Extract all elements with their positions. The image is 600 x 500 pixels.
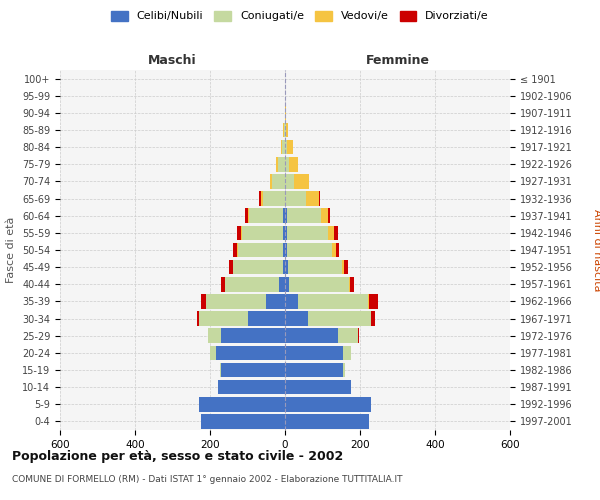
Bar <box>241 226 242 240</box>
Bar <box>343 260 344 274</box>
Bar <box>208 328 221 343</box>
Bar <box>285 414 370 428</box>
Bar <box>229 260 233 274</box>
Bar <box>221 362 285 378</box>
Bar <box>285 380 350 394</box>
Bar <box>281 140 282 154</box>
Bar <box>283 242 285 258</box>
Bar <box>285 192 305 206</box>
Text: COMUNE DI FORMELLO (RM) - Dati ISTAT 1° gennaio 2002 - Elaborazione TUTTITALIA.I: COMUNE DI FORMELLO (RM) - Dati ISTAT 1° … <box>12 475 403 484</box>
Bar <box>343 362 345 378</box>
Bar <box>298 294 367 308</box>
Bar <box>289 157 298 172</box>
Legend: Celibi/Nubili, Coniugati/e, Vedovi/e, Divorziati/e: Celibi/Nubili, Coniugati/e, Vedovi/e, Di… <box>111 10 489 22</box>
Bar <box>200 414 285 428</box>
Bar <box>285 122 286 138</box>
Bar <box>215 346 285 360</box>
Bar <box>245 208 248 223</box>
Bar <box>285 346 343 360</box>
Bar <box>285 294 298 308</box>
Bar <box>197 312 199 326</box>
Bar <box>285 260 288 274</box>
Bar <box>287 226 328 240</box>
Y-axis label: Fasce di età: Fasce di età <box>7 217 16 283</box>
Y-axis label: Anni di nascita: Anni di nascita <box>592 209 600 291</box>
Bar <box>350 277 353 291</box>
Bar <box>287 140 293 154</box>
Bar <box>334 226 337 240</box>
Bar <box>285 277 289 291</box>
Bar <box>289 277 349 291</box>
Bar <box>285 312 308 326</box>
Bar <box>238 242 283 258</box>
Bar <box>200 294 206 308</box>
Bar <box>328 226 334 240</box>
Bar <box>259 192 260 206</box>
Bar <box>282 140 285 154</box>
Bar <box>285 328 337 343</box>
Bar <box>287 242 332 258</box>
Text: Popolazione per età, sesso e stato civile - 2002: Popolazione per età, sesso e stato civil… <box>12 450 343 463</box>
Bar <box>263 192 285 206</box>
Bar <box>242 226 283 240</box>
Bar <box>328 208 330 223</box>
Bar <box>285 226 287 240</box>
Bar <box>285 174 295 188</box>
Bar <box>287 208 320 223</box>
Bar <box>349 277 350 291</box>
Bar <box>250 208 283 223</box>
Bar <box>285 362 343 378</box>
Bar <box>237 242 238 258</box>
Bar <box>272 174 285 188</box>
Bar <box>367 294 368 308</box>
Bar <box>285 242 287 258</box>
Bar <box>332 242 335 258</box>
Bar <box>337 328 358 343</box>
Bar <box>199 312 248 326</box>
Bar <box>285 208 287 223</box>
Bar <box>283 260 285 274</box>
Bar <box>308 312 371 326</box>
Bar <box>233 260 283 274</box>
Bar <box>343 346 350 360</box>
Bar <box>233 242 237 258</box>
Bar <box>283 122 284 138</box>
Bar <box>335 242 340 258</box>
Bar <box>371 312 375 326</box>
Bar <box>344 260 348 274</box>
Bar <box>221 328 285 343</box>
Bar <box>284 122 285 138</box>
Bar <box>206 294 266 308</box>
Bar <box>286 122 288 138</box>
Bar <box>248 312 285 326</box>
Bar <box>283 226 285 240</box>
Bar <box>319 192 320 206</box>
Bar <box>285 140 287 154</box>
Bar <box>275 157 277 172</box>
Bar <box>220 362 221 378</box>
Bar <box>285 157 289 172</box>
Bar <box>270 174 272 188</box>
Text: Femmine: Femmine <box>365 54 430 66</box>
Bar <box>237 226 241 240</box>
Bar <box>225 277 280 291</box>
Bar <box>218 380 285 394</box>
Bar <box>358 328 359 343</box>
Bar <box>295 174 310 188</box>
Bar <box>283 208 285 223</box>
Bar <box>320 208 328 223</box>
Bar <box>210 346 215 360</box>
Bar <box>277 157 285 172</box>
Bar <box>305 192 319 206</box>
Bar <box>285 397 371 411</box>
Bar <box>221 277 225 291</box>
Bar <box>266 294 285 308</box>
Bar <box>260 192 263 206</box>
Bar <box>368 294 378 308</box>
Bar <box>248 208 250 223</box>
Bar <box>288 260 343 274</box>
Text: Maschi: Maschi <box>148 54 197 66</box>
Bar <box>280 277 285 291</box>
Bar <box>199 397 285 411</box>
